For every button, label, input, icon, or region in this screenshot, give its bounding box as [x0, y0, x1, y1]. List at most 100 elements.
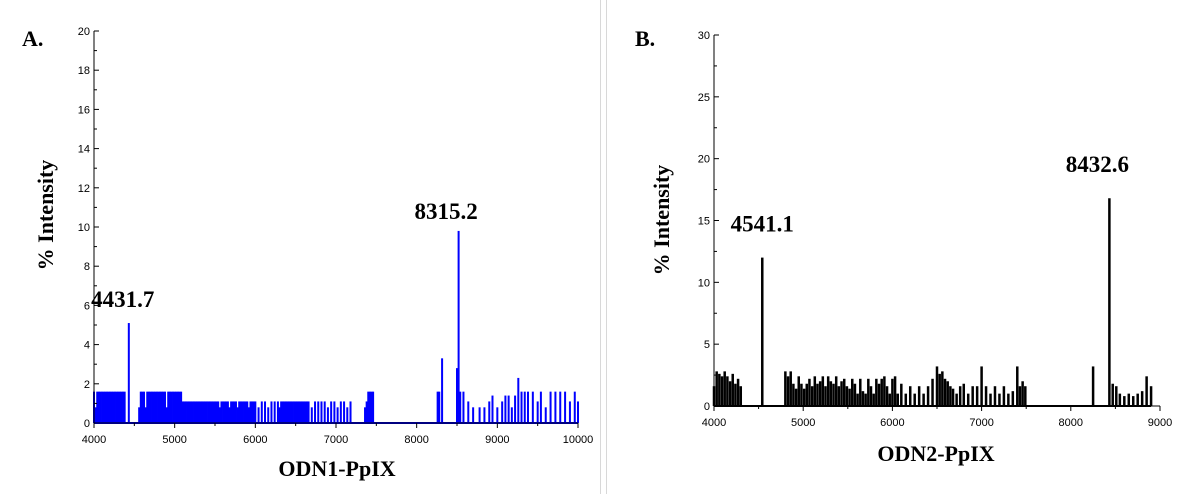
bar	[105, 391, 108, 423]
bar	[1091, 366, 1095, 406]
bar	[336, 407, 339, 423]
x-tick-label: 9000	[1148, 417, 1172, 429]
bar	[302, 401, 305, 423]
bar	[154, 391, 157, 423]
bar	[260, 401, 263, 423]
bar	[180, 391, 183, 423]
bar	[196, 401, 199, 423]
bar	[217, 401, 220, 423]
bar	[491, 395, 494, 423]
bar	[286, 401, 289, 423]
bar	[202, 401, 205, 423]
bar	[120, 391, 123, 423]
bar	[818, 381, 822, 406]
bar	[372, 391, 375, 423]
bar	[869, 386, 873, 406]
bar	[152, 391, 155, 423]
bar	[896, 393, 899, 406]
bar	[893, 376, 897, 406]
bar	[189, 401, 192, 423]
y-tick-label: 10	[698, 277, 710, 289]
bar	[368, 391, 371, 423]
bar	[212, 401, 215, 423]
bar	[459, 391, 462, 423]
axes-b: 0 5 10 15 20 25 30 4000 5000 6000 7000 8000 9000	[698, 30, 1172, 429]
bar	[149, 391, 152, 423]
bar	[462, 391, 465, 423]
bar	[800, 383, 803, 406]
bar	[792, 383, 795, 406]
panel-label-b: B.	[635, 26, 655, 51]
bar	[888, 393, 891, 406]
panel-label-a: A.	[22, 26, 43, 51]
bar	[861, 391, 865, 406]
bar	[138, 407, 141, 423]
bar	[299, 401, 302, 423]
bar	[789, 371, 792, 406]
bar	[472, 407, 475, 423]
bar	[94, 407, 97, 423]
bar	[980, 366, 983, 406]
bar	[230, 401, 233, 423]
bar	[520, 391, 523, 423]
bar	[220, 401, 223, 423]
bar	[251, 401, 254, 423]
bar	[938, 373, 941, 406]
y-tick-label: 20	[698, 154, 710, 166]
bar	[139, 391, 142, 423]
bar	[829, 381, 833, 406]
bar	[949, 386, 952, 406]
bar	[504, 395, 507, 423]
bar	[718, 373, 721, 406]
bar	[155, 391, 158, 423]
y-tick-label: 16	[78, 104, 90, 116]
bar	[172, 391, 175, 423]
bar	[143, 391, 146, 423]
bar	[723, 371, 726, 406]
bar	[851, 378, 854, 406]
bar	[837, 386, 841, 406]
y-tick-label: 12	[78, 183, 90, 195]
bar	[160, 391, 163, 423]
bar	[364, 407, 367, 423]
bar	[181, 401, 184, 423]
bar	[273, 401, 276, 423]
bar	[291, 401, 294, 423]
x-tick-label: 10000	[563, 434, 594, 446]
bar	[214, 401, 216, 423]
bar	[293, 401, 296, 423]
bar	[343, 401, 346, 423]
bar	[267, 407, 270, 423]
bar	[908, 386, 912, 406]
bar	[223, 401, 226, 423]
bar	[1118, 393, 1122, 406]
bar	[821, 376, 825, 406]
bar	[241, 401, 244, 423]
x-tick-label: 7000	[969, 417, 993, 429]
bar	[317, 401, 320, 423]
bar	[926, 386, 930, 406]
bar	[118, 391, 121, 423]
bar	[326, 407, 329, 423]
x-tick-label: 4000	[702, 417, 726, 429]
bar	[891, 378, 894, 406]
bar	[170, 391, 173, 423]
bar	[526, 391, 529, 423]
bar	[96, 391, 99, 423]
bar	[218, 407, 221, 423]
bar	[117, 391, 120, 423]
bar	[249, 401, 252, 423]
bar	[144, 407, 147, 423]
bar	[840, 381, 843, 406]
bar	[167, 391, 170, 423]
bar	[989, 393, 992, 406]
bar	[436, 391, 439, 423]
bar	[257, 407, 260, 423]
bar	[971, 386, 974, 406]
bar	[1136, 393, 1139, 406]
bar	[951, 388, 955, 406]
bar	[281, 401, 284, 423]
bar	[264, 401, 267, 423]
bar	[159, 391, 162, 423]
bar	[310, 407, 313, 423]
